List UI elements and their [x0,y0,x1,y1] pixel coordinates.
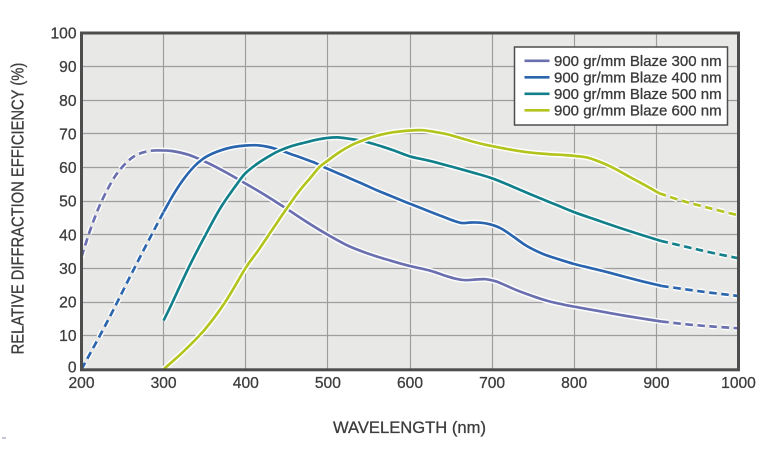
svg-text:WAVELENGTH (nm): WAVELENGTH (nm) [333,418,486,437]
svg-text:90: 90 [59,59,77,76]
svg-text:1000: 1000 [721,375,756,392]
svg-text:20: 20 [59,295,77,312]
svg-text:70: 70 [59,126,77,143]
svg-text:700: 700 [479,375,505,392]
svg-text:100: 100 [50,26,76,43]
svg-text:900 gr/mm Blaze 500 nm: 900 gr/mm Blaze 500 nm [554,86,722,103]
svg-text:50: 50 [59,194,77,211]
svg-text:800: 800 [561,375,587,392]
svg-text:900 gr/mm Blaze 300 nm: 900 gr/mm Blaze 300 nm [554,53,722,70]
svg-text:RELATIVE DIFFRACTION EFFICIENC: RELATIVE DIFFRACTION EFFICIENCY (%) [8,63,27,355]
svg-text:900 gr/mm Blaze 600 nm: 900 gr/mm Blaze 600 nm [554,103,722,120]
svg-text:30: 30 [59,261,77,278]
svg-text:10: 10 [59,328,77,345]
svg-text:600: 600 [397,375,423,392]
svg-text:200: 200 [68,375,94,392]
svg-text:900: 900 [643,375,669,392]
svg-text:0: 0 [68,360,77,377]
svg-text:300: 300 [151,375,177,392]
svg-text:40: 40 [59,227,77,244]
svg-text:500: 500 [315,375,341,392]
svg-text:400: 400 [233,375,259,392]
svg-text:80: 80 [59,93,77,110]
svg-text:900 gr/mm Blaze 400 nm: 900 gr/mm Blaze 400 nm [554,70,722,87]
svg-text:60: 60 [59,160,77,177]
